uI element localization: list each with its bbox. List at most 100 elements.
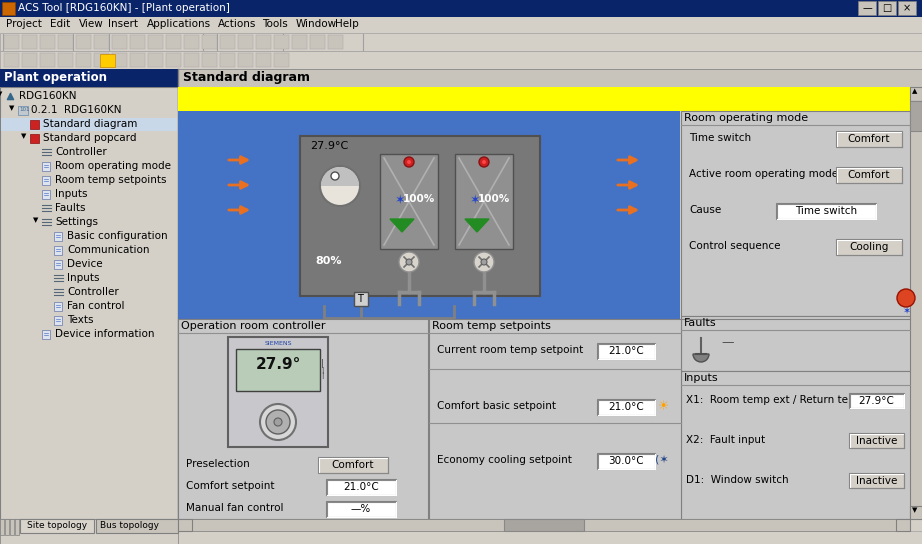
- Circle shape: [260, 404, 296, 440]
- Polygon shape: [390, 219, 414, 232]
- Text: Device information: Device information: [55, 329, 155, 339]
- Text: ✶: ✶: [470, 194, 480, 207]
- Bar: [0, 519, 4, 535]
- Bar: [42, 330, 50, 339]
- Bar: [20, 519, 94, 533]
- Text: D1:  Window switch: D1: Window switch: [686, 475, 788, 485]
- Text: Edit: Edit: [51, 19, 71, 29]
- Text: ✶: ✶: [395, 194, 406, 207]
- Text: Preselection: Preselection: [186, 459, 250, 469]
- Text: Controller: Controller: [67, 287, 119, 297]
- Wedge shape: [321, 167, 359, 186]
- Text: Fan control: Fan control: [67, 301, 124, 311]
- Text: Insert: Insert: [108, 19, 138, 29]
- Bar: [274, 53, 289, 67]
- Bar: [256, 35, 271, 49]
- Bar: [54, 316, 62, 325]
- Text: View: View: [79, 19, 104, 29]
- Bar: [326, 501, 396, 517]
- Bar: [166, 53, 181, 67]
- Bar: [220, 35, 235, 49]
- Bar: [236, 349, 320, 391]
- Text: Time switch: Time switch: [689, 133, 751, 143]
- Bar: [910, 101, 922, 131]
- Text: Faults: Faults: [684, 318, 716, 328]
- Text: Standard diagram: Standard diagram: [183, 71, 310, 84]
- Bar: [310, 35, 325, 49]
- Bar: [18, 106, 28, 115]
- Bar: [898, 1, 916, 15]
- Bar: [4, 35, 19, 49]
- Bar: [354, 292, 368, 306]
- Text: Comfort setpoint: Comfort setpoint: [186, 481, 275, 491]
- Bar: [42, 162, 50, 171]
- Bar: [597, 453, 655, 469]
- Text: Manual fan control: Manual fan control: [186, 503, 283, 513]
- Text: Economy cooling setpoint: Economy cooling setpoint: [437, 455, 572, 465]
- Text: 100%: 100%: [478, 194, 510, 204]
- Circle shape: [404, 157, 414, 167]
- Text: 27.9°C: 27.9°C: [858, 395, 894, 405]
- Bar: [178, 87, 910, 111]
- Bar: [1, 118, 177, 131]
- Text: Controller: Controller: [55, 147, 107, 157]
- Bar: [96, 519, 178, 533]
- Text: |: |: [321, 359, 324, 368]
- Bar: [166, 35, 181, 49]
- Text: ✶: ✶: [902, 306, 910, 316]
- Text: Inactive: Inactive: [856, 436, 897, 446]
- Bar: [40, 35, 55, 49]
- Text: ▼: ▼: [912, 507, 917, 513]
- Bar: [54, 232, 62, 241]
- Bar: [178, 111, 922, 319]
- Bar: [94, 53, 109, 67]
- Text: Room operating mode: Room operating mode: [684, 113, 808, 123]
- Bar: [0, 51, 922, 69]
- Bar: [130, 53, 145, 67]
- Bar: [54, 260, 62, 269]
- Text: Window: Window: [296, 19, 337, 29]
- Bar: [896, 519, 910, 531]
- Bar: [202, 35, 217, 49]
- Bar: [318, 457, 388, 473]
- Text: ▼: ▼: [21, 133, 27, 139]
- Text: 0.2.1  RDG160KN: 0.2.1 RDG160KN: [31, 105, 122, 115]
- Circle shape: [474, 252, 494, 272]
- Text: Actions: Actions: [218, 19, 256, 29]
- Bar: [178, 319, 428, 519]
- Text: Faults: Faults: [55, 203, 86, 213]
- Point: [3, 91, 18, 100]
- Circle shape: [897, 289, 915, 307]
- Text: ▼: ▼: [9, 105, 15, 111]
- Text: 80%: 80%: [315, 256, 341, 266]
- Bar: [10, 519, 14, 535]
- Bar: [238, 53, 253, 67]
- Text: Operation room controller: Operation room controller: [181, 321, 325, 331]
- Bar: [58, 53, 73, 67]
- Text: —%: —%: [351, 504, 372, 514]
- Bar: [30, 134, 39, 143]
- Wedge shape: [693, 354, 709, 362]
- Bar: [30, 120, 39, 129]
- Text: Tools: Tools: [262, 19, 288, 29]
- Bar: [597, 399, 655, 415]
- Text: 30.0°C: 30.0°C: [609, 456, 644, 466]
- Bar: [94, 35, 109, 49]
- Circle shape: [266, 410, 290, 434]
- Bar: [76, 35, 91, 49]
- Bar: [858, 1, 876, 15]
- Bar: [238, 35, 253, 49]
- Text: Control sequence: Control sequence: [689, 241, 781, 251]
- Bar: [849, 433, 904, 448]
- Text: Active room operating mode: Active room operating mode: [689, 169, 838, 179]
- Text: |: |: [321, 372, 324, 379]
- Bar: [681, 316, 910, 371]
- Bar: [112, 35, 127, 49]
- Bar: [849, 393, 904, 408]
- Text: Cause: Cause: [689, 205, 721, 215]
- Text: 27.9°C: 27.9°C: [310, 141, 349, 151]
- Circle shape: [331, 172, 339, 180]
- Bar: [429, 319, 681, 519]
- Bar: [292, 35, 307, 49]
- Text: Help: Help: [336, 19, 359, 29]
